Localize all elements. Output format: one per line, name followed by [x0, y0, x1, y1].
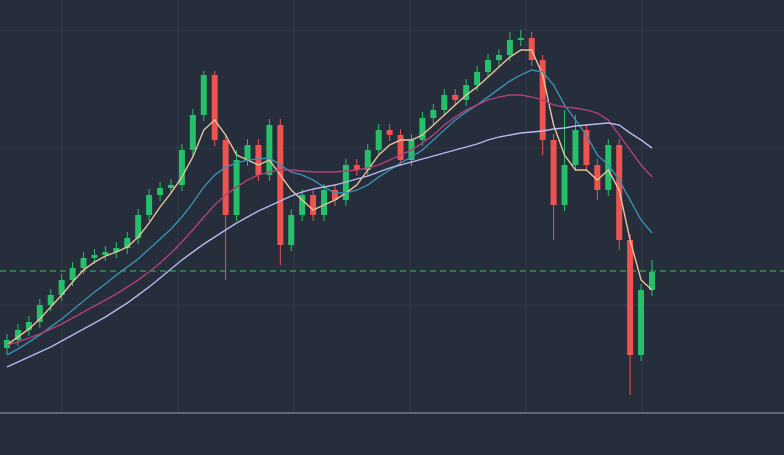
candle-body [36, 305, 43, 322]
candle-body [517, 38, 524, 40]
candle-body [397, 135, 404, 160]
candle-body [69, 268, 76, 280]
candle-body [277, 125, 284, 245]
candle-body [474, 72, 481, 85]
candle-body [353, 165, 360, 170]
candle-body [167, 185, 174, 188]
candle-body [4, 340, 10, 348]
candle-body [485, 60, 492, 72]
candle-body [572, 130, 579, 165]
candle-body [605, 145, 612, 190]
candle-body [430, 110, 437, 118]
grid [0, 0, 784, 413]
candle-body [386, 130, 393, 135]
candle-body [419, 118, 426, 140]
candle-body [47, 295, 54, 305]
candle-body [255, 145, 262, 175]
ma-line [6, 69, 653, 356]
ma-line [6, 122, 653, 368]
candle-body [649, 272, 655, 290]
candle-body [91, 255, 98, 258]
candle-body [146, 195, 153, 215]
candle-body [178, 150, 185, 185]
candle-body [364, 150, 371, 170]
candle-body [331, 190, 338, 200]
candle-body [550, 140, 557, 205]
candle-body [157, 188, 164, 195]
ma-line [6, 49, 653, 346]
candle-body [189, 115, 196, 150]
candle-body [135, 215, 142, 238]
candle-body [528, 38, 535, 60]
candle-body [299, 195, 306, 215]
candle-body [321, 190, 328, 215]
candle-body [200, 75, 207, 115]
candle-body [627, 240, 634, 355]
ma-line [6, 94, 653, 346]
candle-body [310, 195, 317, 215]
candle-body [561, 165, 568, 205]
candle-body [211, 75, 218, 140]
candle-body [463, 85, 470, 100]
candle-body [124, 238, 131, 248]
candle-body [58, 280, 65, 295]
candle-body [452, 95, 459, 100]
candle-body [102, 252, 109, 255]
candle-body [244, 145, 251, 160]
candle-body [266, 125, 273, 175]
candle-body [80, 258, 87, 268]
candle-body [594, 165, 601, 190]
candle-body [638, 290, 645, 355]
candle-body [495, 55, 502, 60]
candle-body [25, 322, 32, 330]
candle-body [222, 140, 229, 215]
candle-body [583, 130, 590, 165]
candle-body [288, 215, 295, 245]
candle-body [14, 330, 21, 340]
candle-body [506, 40, 513, 55]
candle-body [375, 130, 382, 150]
candle-body [441, 95, 448, 110]
candle-body [113, 248, 120, 252]
